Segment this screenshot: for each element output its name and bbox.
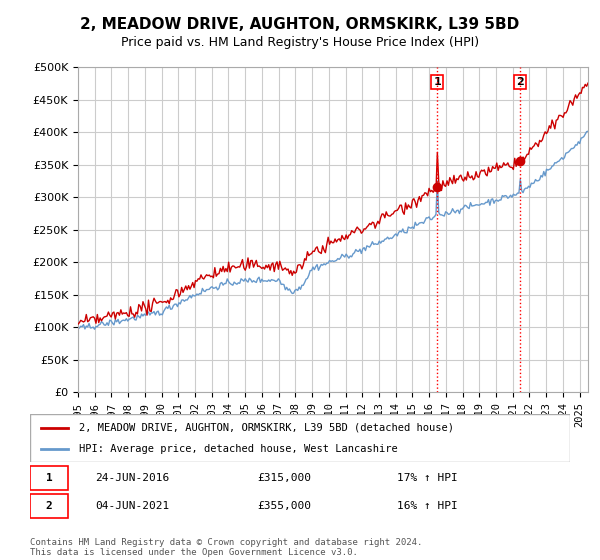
Text: 04-JUN-2021: 04-JUN-2021 (95, 501, 169, 511)
Text: 2, MEADOW DRIVE, AUGHTON, ORMSKIRK, L39 5BD (detached house): 2, MEADOW DRIVE, AUGHTON, ORMSKIRK, L39 … (79, 423, 454, 433)
Text: Contains HM Land Registry data © Crown copyright and database right 2024.
This d: Contains HM Land Registry data © Crown c… (30, 538, 422, 557)
Text: 1: 1 (433, 77, 441, 87)
Text: 24-JUN-2016: 24-JUN-2016 (95, 473, 169, 483)
Text: 2: 2 (516, 77, 524, 87)
Text: 2: 2 (46, 501, 52, 511)
Text: 16% ↑ HPI: 16% ↑ HPI (397, 501, 458, 511)
Text: £355,000: £355,000 (257, 501, 311, 511)
FancyBboxPatch shape (30, 494, 68, 518)
FancyBboxPatch shape (30, 414, 570, 462)
Text: 1: 1 (46, 473, 52, 483)
Text: £315,000: £315,000 (257, 473, 311, 483)
FancyBboxPatch shape (30, 466, 68, 490)
Text: 17% ↑ HPI: 17% ↑ HPI (397, 473, 458, 483)
Text: Price paid vs. HM Land Registry's House Price Index (HPI): Price paid vs. HM Land Registry's House … (121, 36, 479, 49)
Text: 2, MEADOW DRIVE, AUGHTON, ORMSKIRK, L39 5BD: 2, MEADOW DRIVE, AUGHTON, ORMSKIRK, L39 … (80, 17, 520, 32)
Text: HPI: Average price, detached house, West Lancashire: HPI: Average price, detached house, West… (79, 444, 397, 454)
